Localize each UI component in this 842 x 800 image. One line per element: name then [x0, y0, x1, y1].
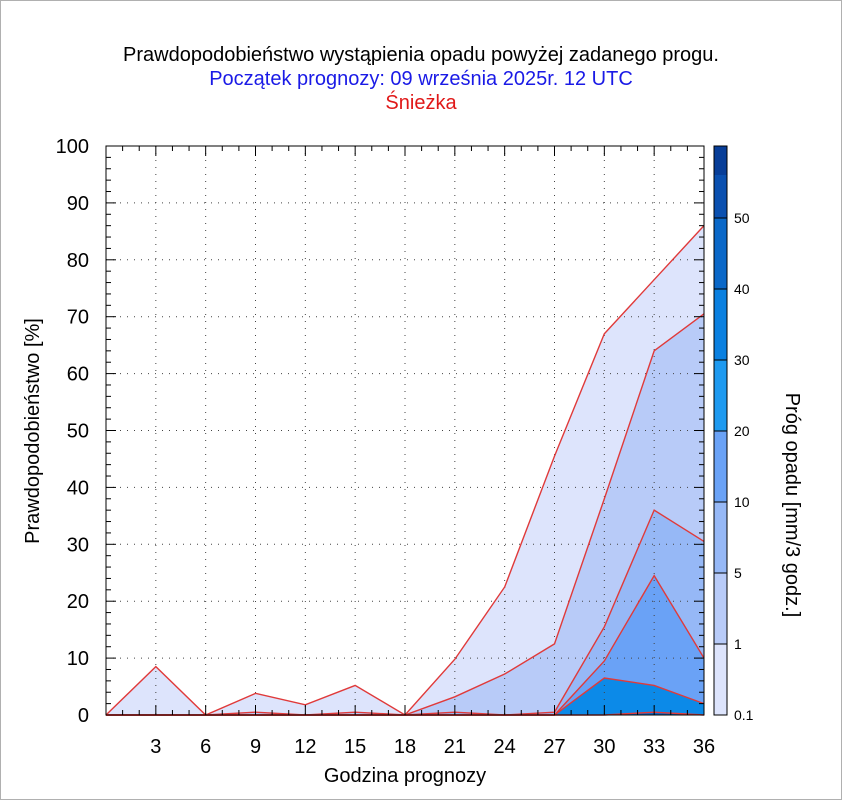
y-tick-label: 70 — [67, 307, 89, 329]
colorbar-tick-label: 30 — [734, 352, 750, 368]
y-tick-label: 100 — [56, 136, 89, 158]
x-tick-label: 18 — [394, 736, 416, 758]
colorbar-segment — [714, 360, 727, 431]
y-tick-label: 10 — [67, 648, 89, 670]
y-tick-label: 40 — [67, 477, 89, 499]
x-tick-label: 6 — [200, 736, 211, 758]
x-tick-label: 27 — [543, 736, 565, 758]
colorbar-tick-label: 0.1 — [734, 707, 754, 723]
x-tick-label: 24 — [494, 736, 516, 758]
x-tick-label: 9 — [250, 736, 261, 758]
colorbar-tick-label: 5 — [734, 565, 742, 581]
colorbar-segment — [714, 431, 727, 502]
y-tick-label: 50 — [67, 421, 89, 443]
colorbar-tick-label: 40 — [734, 281, 750, 297]
location-label: Śnieżka — [385, 92, 457, 114]
y-tick-labels: 0 10 20 30 40 50 60 70 80 90 100 — [56, 136, 89, 727]
x-axis-title: Godzina prognozy — [324, 765, 486, 787]
x-tick-label: 36 — [693, 736, 715, 758]
y-axis-title: Prawdopodobieństwo [%] — [22, 318, 44, 544]
chart-subtitle: Początek prognozy: 09 września 2025r. 12… — [209, 68, 633, 90]
colorbar-segment — [714, 573, 727, 644]
y-tick-label: 60 — [67, 364, 89, 386]
colorbar-tick-labels: 0.1 1 5 10 20 30 40 50 — [734, 210, 754, 723]
x-tick-label: 21 — [444, 736, 466, 758]
axis-ticks-group — [105, 145, 705, 716]
colorbar-segment — [714, 502, 727, 573]
y-tick-label: 80 — [67, 250, 89, 272]
colorbar-tick-label: 1 — [734, 636, 742, 652]
area-threshold-0_1 — [106, 225, 704, 715]
x-tick-label: 3 — [150, 736, 161, 758]
chart-title: Prawdopodobieństwo wystąpienia opadu pow… — [123, 44, 719, 66]
colorbar-segment — [714, 175, 727, 218]
colorbar-tick-label: 20 — [734, 423, 750, 439]
y-tick-label: 90 — [67, 193, 89, 215]
x-tick-label: 33 — [643, 736, 665, 758]
colorbar-title: Próg opadu [mm/3 godz.] — [781, 393, 803, 618]
y-tick-label: 30 — [67, 534, 89, 556]
colorbar-segment — [714, 146, 727, 175]
colorbar-tick-label: 50 — [734, 210, 750, 226]
area-threshold-20 — [106, 678, 704, 715]
colorbar — [713, 145, 728, 716]
colorbar-segment — [714, 289, 727, 360]
x-tick-labels: 3 6 9 12 15 18 21 24 27 30 33 36 — [150, 736, 715, 758]
colorbar-segment — [714, 218, 727, 289]
colorbar-tick-label: 10 — [734, 494, 750, 510]
x-tick-label: 15 — [344, 736, 366, 758]
y-tick-label: 20 — [67, 591, 89, 613]
y-tick-label: 0 — [78, 705, 89, 727]
x-tick-label: 12 — [294, 736, 316, 758]
colorbar-segment — [714, 644, 727, 715]
x-tick-label: 30 — [593, 736, 615, 758]
